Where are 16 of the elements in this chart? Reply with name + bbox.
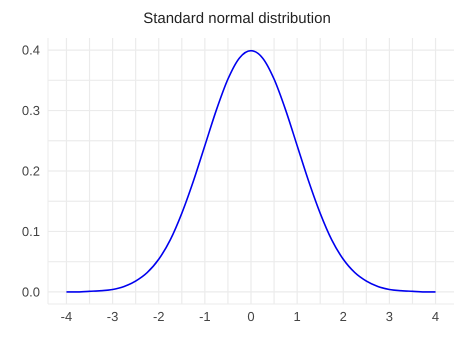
y-tick-label: 0.0: [22, 284, 40, 300]
x-tick-label: 4: [432, 309, 440, 324]
y-tick-label: 0.4: [22, 42, 40, 58]
x-tick-label: 1: [294, 309, 301, 324]
line-series: [66, 50, 436, 293]
x-tick-label: 2: [340, 309, 347, 324]
y-tick-label: 0.3: [22, 103, 40, 118]
x-tick-label: -4: [60, 309, 72, 324]
x-tick-label: 0: [247, 309, 255, 324]
x-tick-label: -2: [152, 309, 165, 324]
x-tick-label: -3: [106, 309, 118, 324]
chart-title: Standard normal distribution: [142, 9, 332, 29]
x-tick-label: 3: [386, 309, 394, 324]
x-tick-label: -1: [199, 309, 211, 324]
y-tick-label: 0.2: [22, 164, 40, 179]
y-tick-label: 0.1: [22, 224, 40, 240]
